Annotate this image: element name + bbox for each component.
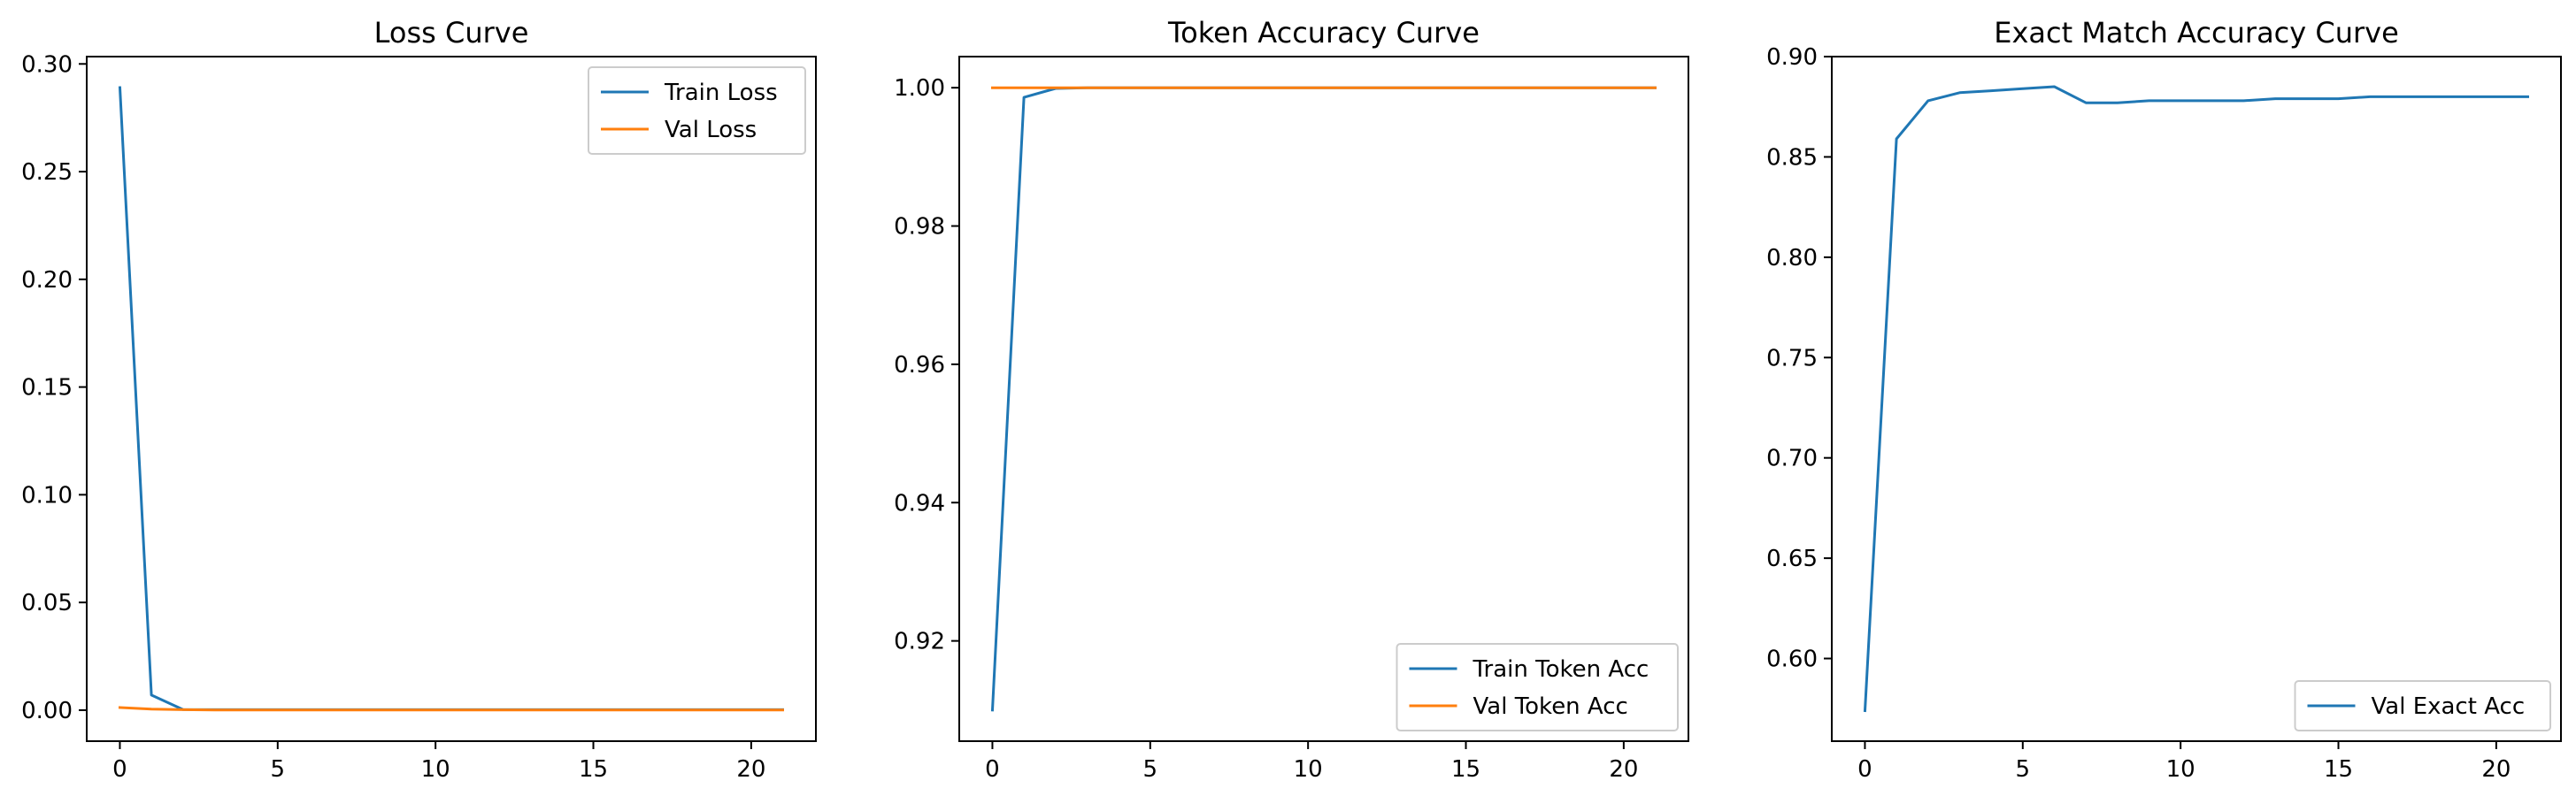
loss-curve-x-tick-label: 10: [421, 756, 450, 783]
token-accuracy-curve-x-tick-label: 10: [1294, 756, 1323, 783]
token-accuracy-curve-axes-frame: [958, 56, 1689, 742]
exact-match-accuracy-curve-y-tick-label: 0.60: [1766, 647, 1818, 673]
token-accuracy-curve-legend-label-train-token-acc: Train Token Acc: [1473, 656, 1649, 683]
token-accuracy-curve-x-tick-label: 15: [1451, 756, 1480, 783]
loss-curve-axes-frame: [86, 56, 817, 742]
token-accuracy-curve-title: Token Accuracy Curve: [1167, 16, 1480, 50]
loss-curve-series-val-loss: [118, 706, 784, 712]
exact-match-accuracy-curve-legend-label-val-exact-acc: Val Exact Acc: [2372, 693, 2526, 720]
exact-match-accuracy-curve-x-tick-label: 20: [2481, 756, 2511, 783]
token-accuracy-curve-y-tick-label: 0.96: [894, 352, 945, 379]
exact-match-accuracy-curve-y-tick-label: 0.65: [1766, 546, 1818, 572]
loss-curve-legend: Train Loss Val Loss: [588, 66, 806, 155]
loss-curve-legend-label-train-loss: Train Loss: [664, 80, 778, 106]
exact-match-accuracy-curve-axes-frame: [1831, 56, 2562, 742]
exact-match-accuracy-curve-series-val-exact-acc: [1863, 85, 2529, 713]
exact-match-accuracy-curve-y-tick-label: 0.90: [1766, 44, 1818, 71]
token-accuracy-curve-x-tick-label: 20: [1609, 756, 1638, 783]
loss-curve-y-tick-label: 0.05: [21, 590, 73, 616]
loss-curve-y-tick-label: 0.10: [21, 482, 73, 509]
loss-curve-x-tick-label: 20: [736, 756, 765, 783]
loss-curve-y-tick-label: 0.20: [21, 267, 73, 294]
token-accuracy-curve-legend-label-val-token-acc: Val Token Acc: [1473, 693, 1628, 720]
exact-match-accuracy-curve-legend: Val Exact Acc: [2294, 680, 2551, 731]
token-accuracy-curve-y-tick-label: 0.92: [894, 629, 945, 655]
exact-match-accuracy-curve-y-tick-label: 0.85: [1766, 144, 1818, 171]
exact-match-accuracy-curve-x-tick-label: 0: [1857, 756, 1872, 783]
exact-match-accuracy-curve-y-tick-label: 0.70: [1766, 446, 1818, 472]
token-accuracy-curve-y-tick-label: 1.00: [894, 75, 945, 102]
loss-curve-x-tick-label: 0: [112, 756, 127, 783]
loss-curve-x-tick-label: 15: [579, 756, 608, 783]
token-accuracy-curve-legend: Train Token Acc Val Token Acc: [1396, 643, 1679, 731]
token-accuracy-curve-x-tick-label: 5: [1143, 756, 1158, 783]
loss-curve-legend-label-val-loss: Val Loss: [665, 117, 757, 143]
loss-curve-legend-box: [588, 66, 806, 155]
loss-curve-y-tick-label: 0.30: [21, 51, 73, 78]
exact-match-accuracy-curve-chart: Exact Match Accuracy Curve 0 5 10 15 20 0.60 0.…: [1766, 16, 2562, 783]
loss-curve-y-tick-label: 0.00: [21, 698, 73, 724]
token-accuracy-curve-legend-box: [1396, 643, 1679, 731]
exact-match-accuracy-curve-x-tick-label: 10: [2166, 756, 2195, 783]
exact-match-accuracy-curve-legend-box: [2294, 680, 2551, 731]
exact-match-accuracy-curve-title: Exact Match Accuracy Curve: [1994, 16, 2399, 50]
exact-match-accuracy-curve-y-tick-label: 0.75: [1766, 345, 1818, 371]
token-accuracy-curve-x-tick-label: 0: [985, 756, 1000, 783]
exact-match-accuracy-curve-x-tick-label: 5: [2016, 756, 2031, 783]
exact-match-accuracy-curve-y-tick-label: 0.80: [1766, 245, 1818, 272]
loss-curve-title: Loss Curve: [374, 16, 529, 50]
exact-match-accuracy-curve-x-tick-label: 15: [2324, 756, 2353, 783]
token-accuracy-curve-y-tick-label: 0.98: [894, 214, 945, 241]
loss-curve-chart: Loss Curve 0 5 10 15 20 0.00 0.05 0.10 0.15 0.20 0.…: [21, 16, 817, 783]
loss-curve-y-tick-label: 0.25: [21, 159, 73, 186]
loss-curve-x-tick-label: 5: [271, 756, 286, 783]
token-accuracy-curve-y-tick-label: 0.94: [894, 490, 945, 517]
token-accuracy-curve-chart: Token Accuracy Curve 0 5 10 15 20 0.92 0.94 0.96…: [894, 16, 1689, 783]
loss-curve-y-tick-label: 0.15: [21, 375, 73, 402]
